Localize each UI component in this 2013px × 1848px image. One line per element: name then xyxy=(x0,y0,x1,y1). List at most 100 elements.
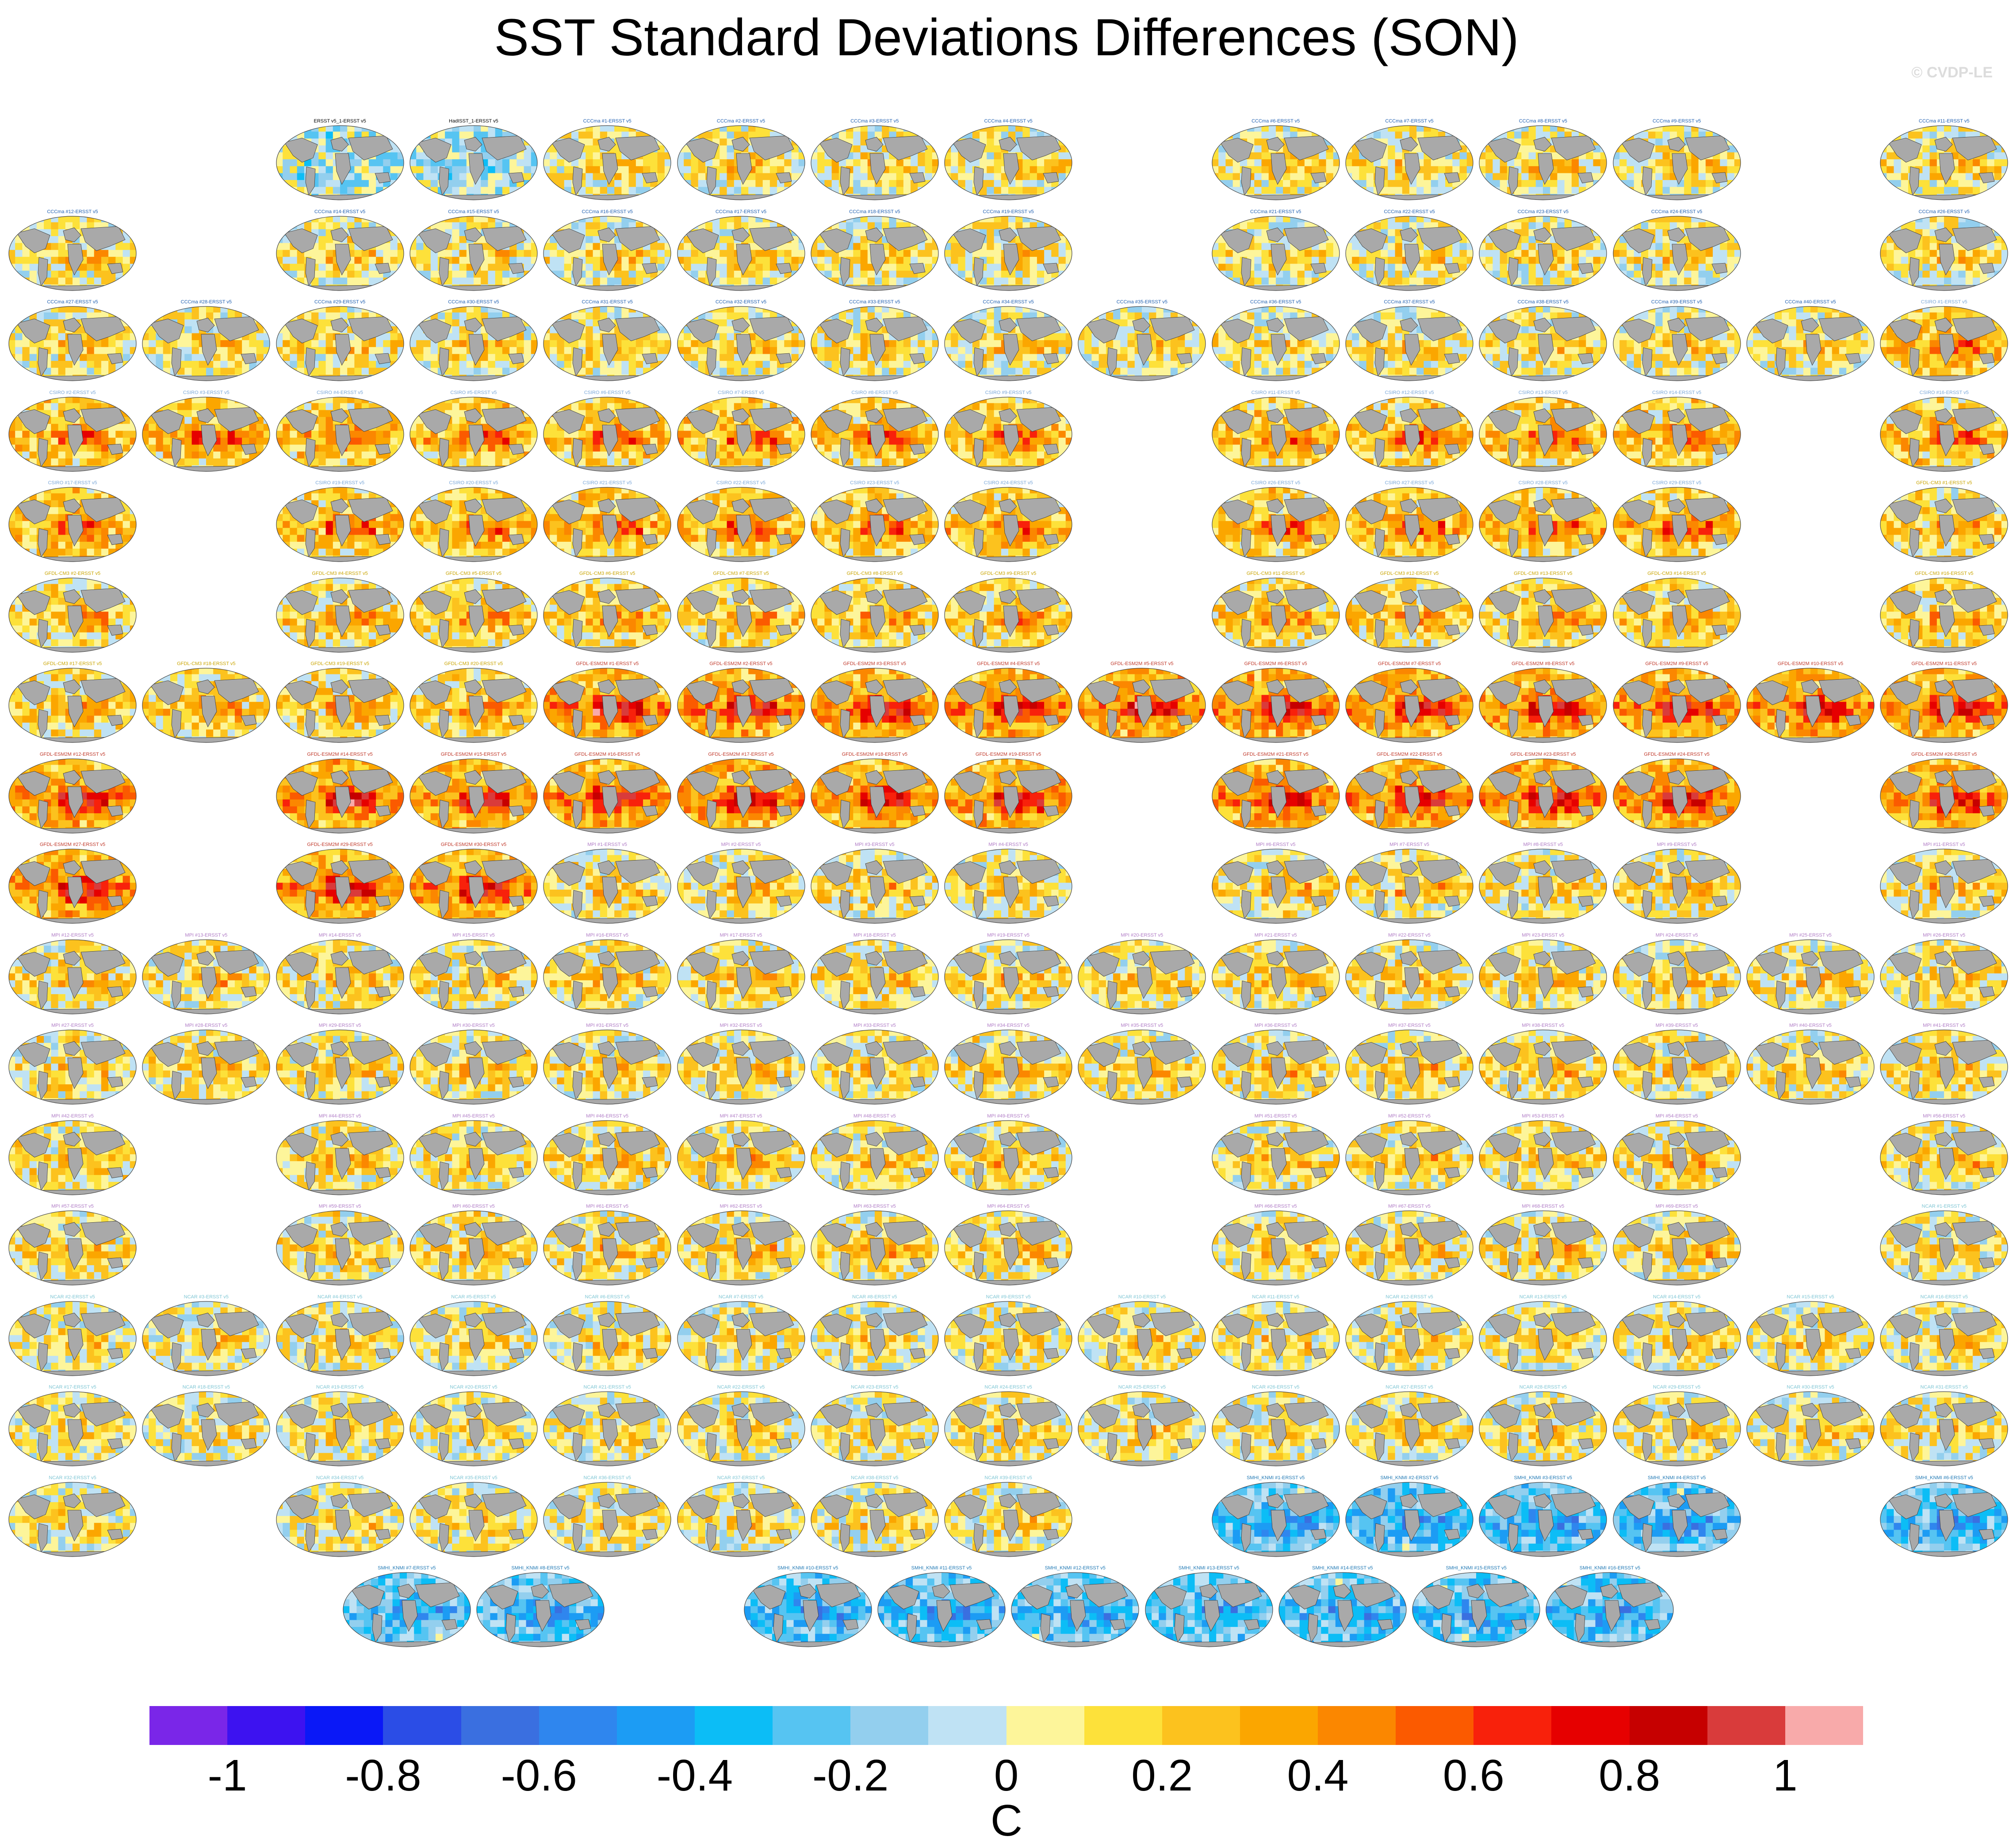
land-mass xyxy=(1711,172,1728,184)
sst-cell xyxy=(1634,131,1642,139)
sst-cell xyxy=(115,243,123,250)
sst-cell xyxy=(932,284,938,291)
sst-cell xyxy=(1564,159,1572,167)
sst-cell xyxy=(1712,256,1720,264)
land-mass xyxy=(840,256,850,287)
sst-cell xyxy=(614,187,622,194)
sst-cell xyxy=(791,243,799,250)
sst-cell xyxy=(383,243,390,250)
sst-cell xyxy=(354,126,362,132)
sst-cell xyxy=(860,264,868,271)
sst-cell xyxy=(488,216,496,222)
sst-cell xyxy=(1894,159,1902,167)
sst-cell xyxy=(1326,277,1334,285)
sst-cell xyxy=(1297,270,1305,278)
sst-cell xyxy=(1514,216,1522,222)
sst-cell xyxy=(390,138,398,146)
sst-cell xyxy=(1438,270,1446,278)
sst-cell xyxy=(1626,159,1634,167)
sst-cell xyxy=(1929,256,1937,264)
sst-cell xyxy=(1022,264,1030,271)
sst-cell xyxy=(748,264,756,271)
sst-cell xyxy=(564,216,572,222)
sst-cell xyxy=(473,126,481,132)
sst-cell xyxy=(1424,264,1431,271)
sst-cell xyxy=(1901,173,1909,180)
sst-cell xyxy=(1402,180,1410,187)
sst-cell xyxy=(289,131,297,139)
sst-cell xyxy=(683,243,691,250)
sst-cell xyxy=(564,131,572,139)
sst-cell xyxy=(1536,180,1543,187)
sst-cell xyxy=(811,284,818,291)
sst-cell xyxy=(853,229,861,236)
sst-cell xyxy=(65,216,73,222)
sst-cell xyxy=(1734,229,1741,236)
sst-cell xyxy=(951,173,959,180)
sst-cell xyxy=(1409,277,1417,285)
sst-cell xyxy=(276,187,283,194)
sst-cell xyxy=(1218,126,1226,132)
sst-cell xyxy=(1022,249,1030,257)
sst-cell xyxy=(1261,159,1269,167)
sst-cell xyxy=(593,277,601,285)
sst-cell xyxy=(557,270,565,278)
sst-cell xyxy=(690,216,698,222)
sst-cell xyxy=(390,159,398,167)
sst-cell xyxy=(824,270,832,278)
sst-cell xyxy=(727,264,734,271)
sst-cell xyxy=(1613,194,1620,200)
sst-cell xyxy=(509,249,517,257)
sst-cell xyxy=(1528,264,1536,271)
sst-cell xyxy=(437,159,445,167)
sst-cell xyxy=(488,131,496,139)
sst-cell xyxy=(650,126,658,132)
sst-cell xyxy=(1359,216,1367,222)
sst-cell xyxy=(1536,270,1543,278)
sst-cell xyxy=(1290,249,1297,257)
sst-cell xyxy=(1466,216,1473,222)
sst-cell xyxy=(1424,216,1431,222)
sst-cell xyxy=(51,249,59,257)
sst-cell xyxy=(951,256,959,264)
sst-cell xyxy=(29,270,37,278)
sst-cell xyxy=(762,166,770,173)
sst-cell xyxy=(51,367,59,375)
sst-cell xyxy=(318,173,326,180)
sst-cell xyxy=(550,166,558,173)
sst-cell xyxy=(1015,277,1023,285)
sst-cell xyxy=(798,229,805,236)
sst-cell xyxy=(831,264,839,271)
sst-cell xyxy=(817,159,825,167)
sst-cell xyxy=(1655,216,1663,222)
sst-cell xyxy=(769,173,777,180)
sst-cell xyxy=(1416,264,1424,271)
sst-cell xyxy=(397,249,404,257)
sst-cell xyxy=(1719,152,1727,160)
sst-cell xyxy=(705,159,713,167)
sst-cell xyxy=(1044,159,1052,167)
sst-cell xyxy=(1485,159,1493,167)
sst-cell xyxy=(29,256,37,264)
sst-cell xyxy=(311,126,319,132)
sst-cell xyxy=(1514,222,1522,230)
sst-cell xyxy=(945,126,951,132)
sst-cell xyxy=(1705,277,1713,285)
sst-cell xyxy=(600,187,608,194)
sst-cell xyxy=(347,187,355,194)
sst-cell xyxy=(1572,180,1579,187)
sst-cell xyxy=(1459,277,1467,285)
sst-cell xyxy=(1431,180,1439,187)
sst-cell xyxy=(430,222,438,230)
sst-cell xyxy=(965,256,973,264)
sst-cell xyxy=(325,173,333,180)
sst-cell xyxy=(932,131,938,139)
sst-cell xyxy=(1359,126,1367,132)
sst-cell xyxy=(1431,173,1439,180)
sst-cell xyxy=(495,277,503,285)
sst-cell xyxy=(375,126,383,132)
sst-cell xyxy=(1994,166,2002,173)
sst-cell xyxy=(409,284,417,291)
sst-cell xyxy=(488,159,496,167)
sst-cell xyxy=(1333,126,1339,132)
